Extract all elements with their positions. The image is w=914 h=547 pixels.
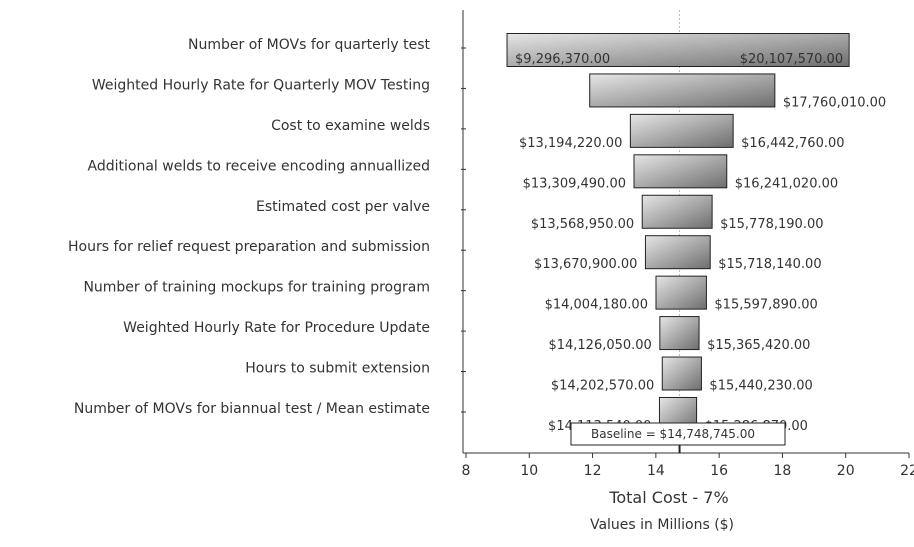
high-value-label: $15,718,140.00 [718,257,821,272]
bar [659,316,700,351]
low-value-label: $14,202,570.00 [551,379,654,394]
x-tick-label: 20 [837,463,855,479]
bar [661,356,702,391]
category-label: Number of training mockups for training … [83,280,430,296]
bar [589,73,776,108]
category-label: Weighted Hourly Rate for Quarterly MOV T… [92,77,430,93]
category-label: Weighted Hourly Rate for Procedure Updat… [123,320,430,336]
bar [633,154,728,189]
baseline-label: Baseline = $14,748,745.00 [591,427,755,441]
high-value-label: $20,107,570.00 [740,52,843,67]
low-value-label: $13,670,900.00 [534,257,637,272]
high-value-label: $16,241,020.00 [735,176,838,191]
low-value-label: $9,296,370.00 [515,52,610,67]
x-tick-label: 18 [774,463,792,479]
low-value-label: $13,568,950.00 [531,217,634,232]
high-value-label: $16,442,760.00 [741,136,844,151]
bar [506,33,850,67]
high-value-label: $15,440,230.00 [709,379,812,394]
x-tick-label: 22 [900,463,914,479]
baseline-annotation: Baseline = $14,748,745.00 [570,422,786,453]
x-tick-label: 8 [462,463,471,479]
category-label: Hours to submit extension [245,361,430,377]
low-value-label: $13,194,220.00 [519,136,622,151]
baseline-box [570,422,786,446]
bar [655,275,707,310]
high-value-label: $17,760,010.00 [783,95,886,110]
high-value-label: $15,365,420.00 [707,338,810,353]
x-tick-label: 14 [647,463,665,479]
x-tick-label: 16 [710,463,728,479]
category-label: Number of MOVs for quarterly test [188,37,430,53]
x-axis-subtitle: Values in Millions ($) [590,517,734,533]
labels-group: Number of MOVs for quarterly test $9,296,… [68,37,886,434]
bar [629,113,734,148]
bar [644,235,711,270]
x-ticks-group: 8 10 12 14 16 18 20 22 [462,453,914,479]
category-label: Hours for relief request preparation and… [68,239,430,255]
category-label: Estimated cost per valve [256,199,430,215]
x-axis-title: Total Cost - 7% [608,488,728,507]
x-tick-label: 12 [584,463,602,479]
low-value-label: $14,004,180.00 [545,298,648,313]
low-value-label: $13,309,490.00 [523,176,626,191]
bar [641,194,713,229]
category-label: Additional welds to receive encoding ann… [88,158,430,174]
bars-group [506,33,850,431]
x-tick-label: 10 [520,463,538,479]
high-value-label: $15,597,890.00 [714,298,817,313]
category-label: Number of MOVs for biannual test / Mean … [74,401,430,417]
low-value-label: $14,126,050.00 [548,338,651,353]
category-label: Cost to examine welds [271,118,430,134]
high-value-label: $15,778,190.00 [720,217,823,232]
